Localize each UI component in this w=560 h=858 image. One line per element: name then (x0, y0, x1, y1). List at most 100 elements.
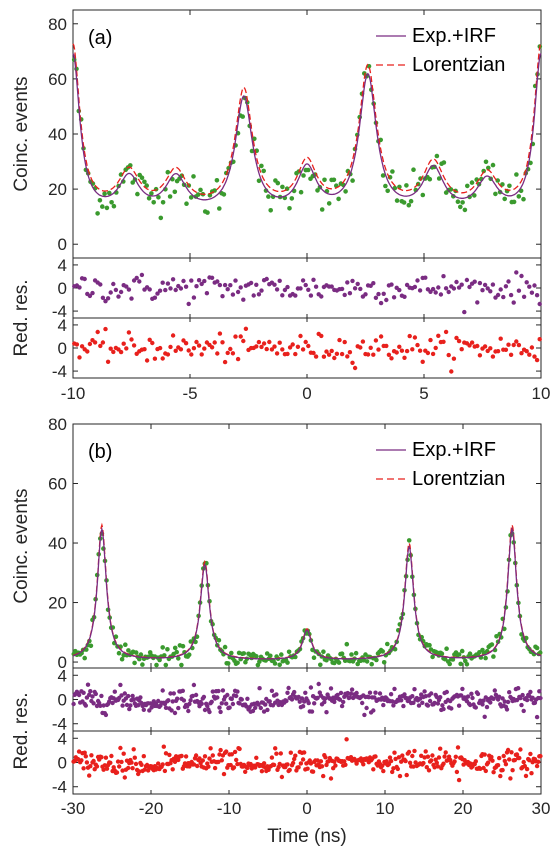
residual-point (488, 700, 493, 705)
residual-point (131, 697, 136, 702)
residual-point (503, 347, 509, 352)
residual-point (489, 754, 494, 760)
residual-point (176, 705, 181, 711)
residual-point (363, 292, 368, 297)
residual-point (488, 289, 493, 294)
residual-point (193, 753, 199, 758)
residual-point (197, 756, 202, 761)
residual-point (332, 355, 337, 361)
residual-point (126, 287, 132, 292)
data-point (195, 192, 201, 197)
main-axes-box (72, 9, 542, 259)
residual-axis-label: Red. res. (11, 692, 32, 769)
residual-point (449, 369, 454, 374)
residual-point (378, 334, 384, 339)
residual-point (417, 288, 423, 293)
y-tick-label: 0 (58, 235, 67, 254)
residual-point (217, 282, 223, 288)
residual-point (248, 280, 254, 286)
residual-point (186, 301, 191, 307)
residual-point (482, 714, 487, 719)
residual-point (229, 696, 234, 702)
residual-point (298, 286, 303, 291)
residual-point (399, 698, 404, 703)
residual-point (256, 292, 262, 297)
residual-point (342, 292, 347, 298)
residual-point (156, 698, 161, 704)
residual-point (381, 291, 386, 296)
residual-point (352, 365, 358, 371)
data-point (336, 660, 342, 665)
data-point (149, 191, 154, 196)
residual-point (349, 687, 355, 692)
residual-point (441, 706, 446, 712)
data-point (88, 643, 94, 649)
residual-point (367, 690, 373, 695)
residual-point (199, 701, 204, 706)
residual-point (436, 755, 442, 760)
residual-point (196, 343, 202, 348)
residual-point (122, 775, 128, 780)
residual-point (453, 754, 458, 759)
residual-point (455, 745, 461, 750)
residual-point (354, 690, 359, 696)
data-point (450, 657, 456, 662)
residual-point (322, 699, 327, 705)
data-point (344, 641, 350, 647)
residual-point (384, 297, 389, 303)
residual-point (310, 769, 316, 774)
residual-point (459, 347, 464, 352)
data-point (455, 199, 461, 204)
residual-point (390, 769, 395, 775)
residual-point (139, 762, 144, 767)
y-tick-label: 80 (48, 15, 67, 34)
data-point (321, 649, 326, 654)
residual-point (362, 712, 367, 718)
residual-point (81, 690, 86, 695)
residual-point (265, 707, 270, 713)
residual-point (410, 694, 415, 699)
residual-point (438, 695, 443, 700)
residual-point (534, 714, 540, 720)
y-tick-label: 4 (58, 316, 67, 335)
residual-point (302, 699, 307, 704)
residual-point (514, 697, 520, 703)
residual-point (113, 287, 119, 293)
residual-point (392, 686, 397, 692)
residual-point (391, 703, 396, 708)
residual-point (441, 274, 446, 279)
residual-point (231, 765, 237, 770)
residual-point (194, 284, 199, 289)
residual-point (344, 737, 349, 742)
residual-point (181, 698, 187, 703)
residual-point (332, 699, 337, 705)
data-point (268, 653, 273, 659)
residual-point (384, 343, 389, 349)
residual-point (400, 753, 405, 758)
residual-point (205, 703, 210, 709)
residual-point (235, 356, 241, 362)
y-tick-label: -4 (52, 302, 67, 321)
residual-point (218, 747, 223, 753)
residual-point (419, 753, 424, 758)
residuals-lorentzian (71, 737, 543, 783)
residual-point (352, 286, 358, 291)
residual-point (350, 360, 355, 365)
y-tick-label: -4 (52, 778, 67, 797)
residual-point (412, 284, 418, 290)
residual-point (166, 698, 171, 703)
data-point (162, 653, 167, 658)
residual-point (139, 272, 145, 278)
data-point (280, 184, 285, 190)
residual-point (194, 339, 199, 345)
data-point (491, 654, 496, 659)
residual-point (201, 694, 207, 700)
residual-point (380, 763, 385, 768)
residual-point (229, 752, 234, 757)
data-point (104, 205, 110, 211)
residual-point (118, 682, 123, 688)
x-tick-label: 10 (376, 799, 395, 818)
residual-point (216, 759, 221, 765)
residual-point (233, 334, 238, 339)
data-point (411, 167, 416, 172)
